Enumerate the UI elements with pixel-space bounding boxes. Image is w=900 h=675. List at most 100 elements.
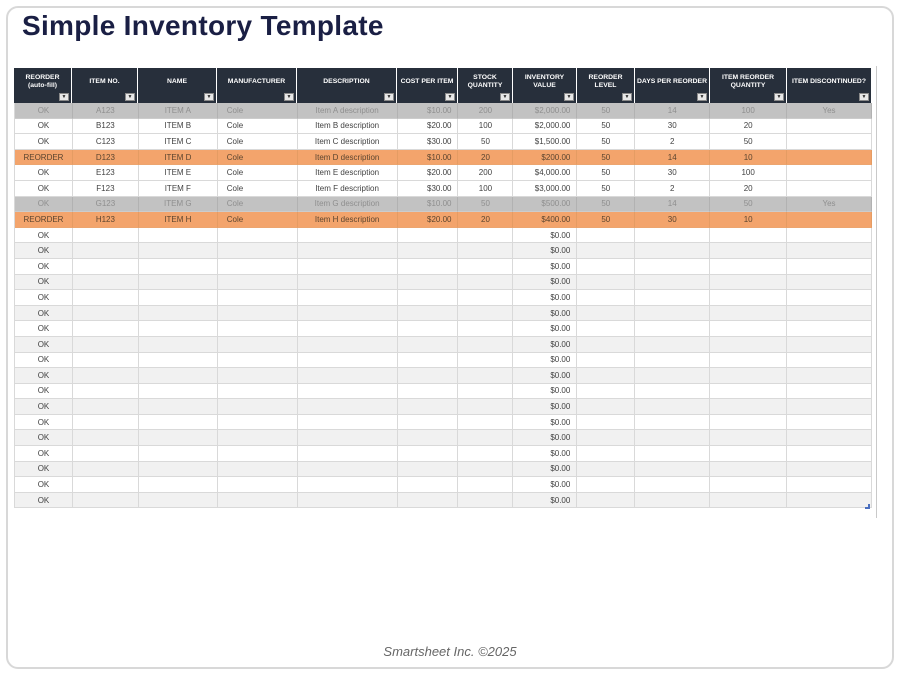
cell-name[interactable] [138,399,218,415]
cell-name[interactable]: ITEM E [138,165,218,181]
cell-reorder[interactable]: OK [15,243,73,259]
cell-days_per_reorder[interactable] [635,383,711,400]
cell-reorder[interactable]: OK [15,290,73,306]
cell-discontinued[interactable] [787,477,872,493]
cell-description[interactable] [297,368,398,384]
cell-name[interactable] [138,290,218,306]
cell-manufacturer[interactable]: Cole [217,118,298,135]
cell-item_no[interactable] [72,477,139,493]
cell-item_reorder_qty[interactable] [710,290,788,306]
cell-inventory_value[interactable]: $0.00 [513,368,578,384]
cell-item_reorder_qty[interactable] [710,274,788,291]
cell-inventory_value[interactable]: $0.00 [513,305,578,322]
cell-inventory_value[interactable]: $0.00 [513,352,578,369]
cell-reorder_level[interactable] [577,461,636,478]
cell-description[interactable]: Item A description [297,103,398,119]
cell-description[interactable] [297,258,398,275]
cell-reorder_level[interactable] [577,243,636,259]
cell-cost_per_item[interactable]: $20.00 [397,212,459,228]
cell-stock_qty[interactable]: 20 [458,149,514,166]
cell-days_per_reorder[interactable]: 2 [635,134,711,150]
cell-name[interactable] [138,305,218,322]
filter-dropdown-button[interactable]: ▼ [204,93,214,101]
filter-dropdown-button[interactable]: ▼ [500,93,510,101]
cell-days_per_reorder[interactable]: 14 [635,149,711,166]
cell-description[interactable] [297,290,398,306]
filter-dropdown-button[interactable]: ▼ [564,93,574,101]
cell-reorder[interactable]: REORDER [15,149,73,166]
cell-days_per_reorder[interactable] [635,305,711,322]
cell-item_no[interactable] [72,430,139,447]
cell-discontinued[interactable] [787,336,872,353]
cell-name[interactable] [138,446,218,462]
filter-dropdown-button[interactable]: ▼ [697,93,707,101]
cell-reorder_level[interactable] [577,321,636,337]
cell-reorder[interactable]: OK [15,180,73,197]
cell-item_reorder_qty[interactable] [710,352,788,369]
cell-item_reorder_qty[interactable]: 50 [710,196,788,213]
cell-manufacturer[interactable] [217,477,298,493]
cell-cost_per_item[interactable]: $10.00 [397,103,459,119]
cell-inventory_value[interactable]: $4,000.00 [513,165,578,181]
cell-manufacturer[interactable] [217,290,298,306]
filter-dropdown-button[interactable]: ▼ [774,93,784,101]
cell-days_per_reorder[interactable]: 30 [635,118,711,135]
cell-item_reorder_qty[interactable] [710,477,788,493]
cell-cost_per_item[interactable] [397,414,459,431]
cell-manufacturer[interactable] [217,430,298,447]
cell-inventory_value[interactable]: $0.00 [513,321,578,337]
cell-description[interactable] [297,477,398,493]
cell-days_per_reorder[interactable] [635,368,711,384]
cell-description[interactable]: Item B description [297,118,398,135]
cell-item_reorder_qty[interactable] [710,461,788,478]
cell-cost_per_item[interactable] [397,227,459,244]
cell-description[interactable]: Item F description [297,180,398,197]
cell-stock_qty[interactable]: 50 [458,196,514,213]
cell-cost_per_item[interactable] [397,290,459,306]
cell-item_no[interactable] [72,227,139,244]
filter-dropdown-button[interactable]: ▼ [59,93,69,101]
cell-inventory_value[interactable]: $0.00 [513,430,578,447]
cell-stock_qty[interactable]: 200 [458,103,514,119]
cell-cost_per_item[interactable] [397,274,459,291]
cell-description[interactable] [297,243,398,259]
cell-item_no[interactable] [72,321,139,337]
cell-cost_per_item[interactable] [397,243,459,259]
cell-cost_per_item[interactable] [397,399,459,415]
cell-item_no[interactable] [72,492,139,509]
cell-item_reorder_qty[interactable] [710,321,788,337]
cell-manufacturer[interactable]: Cole [217,134,298,150]
cell-description[interactable] [297,492,398,509]
cell-cost_per_item[interactable] [397,352,459,369]
cell-inventory_value[interactable]: $0.00 [513,243,578,259]
cell-item_reorder_qty[interactable] [710,305,788,322]
cell-days_per_reorder[interactable]: 30 [635,212,711,228]
cell-name[interactable] [138,274,218,291]
cell-reorder_level[interactable] [577,399,636,415]
cell-discontinued[interactable] [787,180,872,197]
cell-inventory_value[interactable]: $1,500.00 [513,134,578,150]
cell-stock_qty[interactable] [458,446,514,462]
cell-item_no[interactable]: C123 [72,134,139,150]
cell-description[interactable]: Item H description [297,212,398,228]
cell-item_reorder_qty[interactable]: 10 [710,212,788,228]
cell-item_no[interactable]: G123 [72,196,139,213]
cell-discontinued[interactable] [787,446,872,462]
cell-reorder[interactable]: REORDER [15,212,73,228]
cell-item_no[interactable] [72,399,139,415]
cell-item_reorder_qty[interactable] [710,336,788,353]
cell-name[interactable]: ITEM F [138,180,218,197]
cell-stock_qty[interactable] [458,305,514,322]
cell-manufacturer[interactable] [217,227,298,244]
cell-reorder[interactable]: OK [15,321,73,337]
cell-cost_per_item[interactable]: $30.00 [397,180,459,197]
cell-stock_qty[interactable]: 20 [458,212,514,228]
cell-description[interactable]: Item C description [297,134,398,150]
cell-inventory_value[interactable]: $0.00 [513,461,578,478]
cell-inventory_value[interactable]: $0.00 [513,290,578,306]
cell-reorder_level[interactable] [577,414,636,431]
cell-manufacturer[interactable] [217,336,298,353]
cell-discontinued[interactable] [787,165,872,181]
cell-discontinued[interactable] [787,383,872,400]
cell-manufacturer[interactable] [217,461,298,478]
